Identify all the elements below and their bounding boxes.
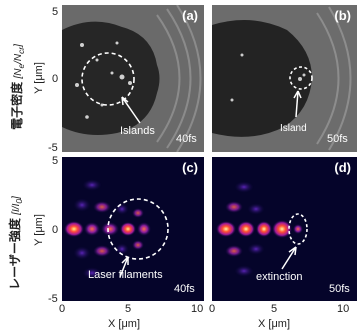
x-tick-right-0: 0 <box>209 303 216 315</box>
x-tick-left-5: 5 <box>125 303 132 315</box>
y-tick-top-neg5: -5 <box>48 142 58 154</box>
panel-b-image <box>212 5 357 152</box>
x-tick-left-0: 0 <box>59 303 66 315</box>
panel-c-label: (c) <box>182 160 198 175</box>
panel-d-label: (d) <box>334 160 351 175</box>
row-title-electron-density: 電子密度 [Ne/Ncr] <box>10 44 26 130</box>
y-axis-label-top: Y [μm] <box>33 62 45 94</box>
y-tick-bottom-5: 5 <box>52 155 59 167</box>
panel-c: (c) Laser filaments 40fs <box>62 157 204 301</box>
x-axis-label-left: X [μm] <box>108 318 141 330</box>
panel-c-annotation: Laser filaments <box>88 269 163 281</box>
panel-b-time: 50fs <box>327 133 348 145</box>
row-title-laser-intensity: レーザー強度 [I/I0] <box>8 196 24 290</box>
panel-a-annotation: Islands <box>120 125 155 137</box>
x-tick-left-10: 10 <box>191 303 204 315</box>
y-tick-top-5: 5 <box>52 6 59 18</box>
y-tick-top-0: 0 <box>52 73 59 85</box>
x-axis-label-right: X [μm] <box>258 318 291 330</box>
panel-c-time: 40fs <box>174 283 195 295</box>
panel-a: (a) Islands 40fs <box>62 5 204 152</box>
y-tick-bottom-0: 0 <box>52 224 59 236</box>
panel-d-annotation: extinction <box>256 271 303 283</box>
panel-b-label: (b) <box>334 8 351 23</box>
panel-d: (d) extinction 50fs <box>212 157 357 301</box>
y-tick-bottom-neg5: -5 <box>48 293 58 305</box>
panel-b-annotation: Island <box>280 123 307 134</box>
panel-d-image <box>212 157 357 301</box>
panel-b: (b) Island 50fs <box>212 5 357 152</box>
panel-a-label: (a) <box>182 8 198 23</box>
y-axis-label-bottom: Y [μm] <box>33 214 45 246</box>
x-tick-right-10: 10 <box>337 303 350 315</box>
panel-d-time: 50fs <box>329 283 350 295</box>
panel-c-image <box>62 157 204 301</box>
x-tick-right-5: 5 <box>271 303 278 315</box>
panel-a-time: 40fs <box>176 133 197 145</box>
panel-a-image <box>62 5 204 152</box>
